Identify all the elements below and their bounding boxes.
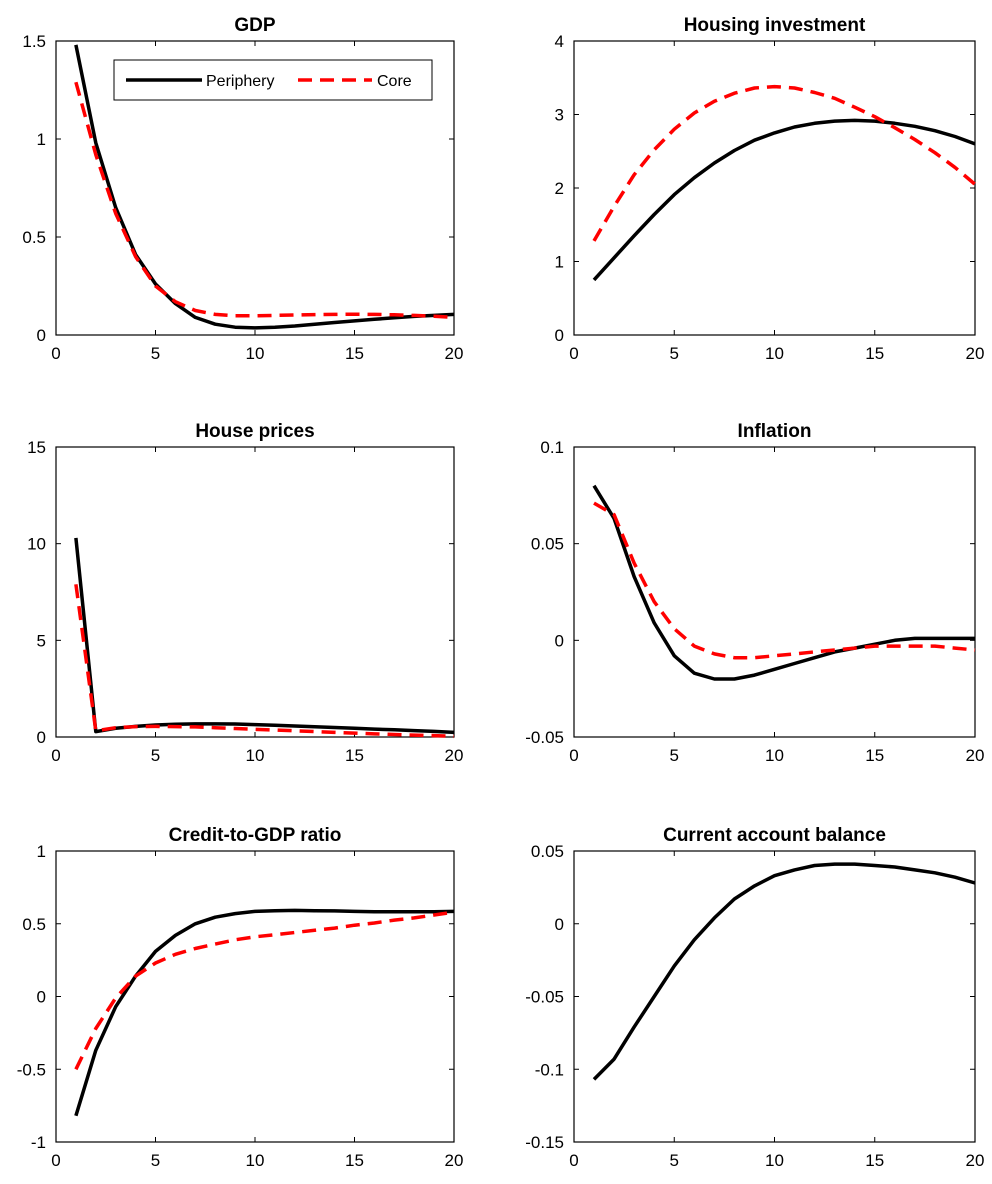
y-tick-label: 0.05 bbox=[531, 842, 564, 861]
y-tick-label: 0 bbox=[555, 915, 564, 934]
legend: Periphery Core bbox=[113, 59, 433, 101]
y-tick-label: 10 bbox=[27, 535, 46, 554]
panel-title: Housing investment bbox=[684, 15, 866, 36]
panel-title: Inflation bbox=[738, 421, 812, 442]
panel-title: GDP bbox=[234, 15, 276, 36]
y-tick-label: -0.05 bbox=[525, 988, 564, 1007]
y-tick-label: 1 bbox=[37, 842, 46, 861]
y-tick-label: 0.05 bbox=[531, 535, 564, 554]
y-tick-label: 0 bbox=[555, 326, 564, 345]
x-tick-label: 20 bbox=[445, 746, 464, 765]
y-tick-label: 15 bbox=[27, 438, 46, 457]
x-tick-label: 20 bbox=[445, 1151, 464, 1170]
x-tick-label: 0 bbox=[51, 746, 60, 765]
x-tick-label: 15 bbox=[345, 344, 364, 363]
legend-label-core: Core bbox=[377, 73, 412, 90]
x-tick-label: 0 bbox=[51, 1151, 60, 1170]
y-tick-label: 0 bbox=[555, 631, 564, 650]
x-tick-label: 20 bbox=[445, 344, 464, 363]
panel-current-account-balance: 0 5 10 15 20 -0.15 -0.1 -0.05 0 0.05 Current accou… bbox=[525, 825, 984, 1170]
x-tick-label: 0 bbox=[569, 1151, 578, 1170]
y-tick-label: -0.1 bbox=[535, 1060, 564, 1079]
y-tick-label: 2 bbox=[555, 179, 564, 198]
y-tick-label: -0.15 bbox=[525, 1133, 564, 1152]
series-line-core bbox=[74, 910, 455, 1071]
panel-house-prices: 0 5 10 15 20 0 5 10 15 House prices bbox=[27, 421, 463, 765]
y-tick-label: 0.1 bbox=[540, 438, 564, 457]
series-line-periphery bbox=[592, 862, 976, 1081]
x-tick-label: 0 bbox=[569, 344, 578, 363]
panel-title: House prices bbox=[195, 421, 314, 442]
series-line-core bbox=[74, 81, 455, 320]
y-tick-label: 0.5 bbox=[22, 228, 46, 247]
x-tick-label: 15 bbox=[345, 746, 364, 765]
panel-inflation: 0 5 10 15 20 -0.05 0 0.05 0.1 Inflation bbox=[525, 421, 984, 765]
x-tick-label: 5 bbox=[151, 1151, 160, 1170]
axes-box bbox=[573, 446, 976, 738]
x-tick-label: 20 bbox=[966, 746, 985, 765]
y-tick-label: 1 bbox=[37, 130, 46, 149]
panel-housing-investment: 0 5 10 15 20 0 1 2 3 4 Housing investment bbox=[555, 15, 985, 363]
x-tick-label: 5 bbox=[670, 1151, 679, 1170]
x-tick-label: 5 bbox=[670, 344, 679, 363]
series-line-periphery bbox=[74, 537, 455, 735]
y-tick-label: 0.5 bbox=[22, 915, 46, 934]
y-tick-label: 1.5 bbox=[22, 32, 46, 51]
x-tick-label: 15 bbox=[865, 344, 884, 363]
y-tick-label: -0.5 bbox=[17, 1060, 46, 1079]
x-tick-label: 5 bbox=[670, 746, 679, 765]
y-tick-label: -0.05 bbox=[525, 728, 564, 747]
x-tick-label: 10 bbox=[765, 746, 784, 765]
series-line-periphery bbox=[592, 484, 975, 681]
x-tick-label: 10 bbox=[765, 344, 784, 363]
x-tick-label: 5 bbox=[151, 746, 160, 765]
series-line-core bbox=[593, 501, 976, 660]
series-line-periphery bbox=[592, 118, 976, 282]
x-tick-label: 20 bbox=[966, 1151, 985, 1170]
y-tick-label: 3 bbox=[555, 106, 564, 125]
legend-label-periphery: Periphery bbox=[206, 73, 274, 90]
y-tick-label: 0 bbox=[37, 988, 46, 1007]
y-tick-label: -1 bbox=[31, 1133, 46, 1152]
axes-box bbox=[55, 446, 455, 738]
panel-credit-to-gdp-ratio: 0 5 10 15 20 -1 -0.5 0 0.5 1 Credit-to-GDP ratio bbox=[17, 825, 464, 1170]
series-line-core bbox=[74, 584, 455, 739]
x-tick-label: 10 bbox=[246, 746, 265, 765]
x-tick-label: 15 bbox=[865, 1151, 884, 1170]
y-tick-label: 5 bbox=[37, 631, 46, 650]
panel-title: Credit-to-GDP ratio bbox=[169, 825, 342, 846]
y-tick-label: 0 bbox=[37, 326, 46, 345]
x-tick-label: 10 bbox=[246, 344, 265, 363]
x-tick-label: 15 bbox=[865, 746, 884, 765]
x-tick-label: 20 bbox=[966, 344, 985, 363]
x-tick-label: 10 bbox=[765, 1151, 784, 1170]
panel-title: Current account balance bbox=[663, 825, 886, 846]
axes-box bbox=[55, 850, 455, 1143]
x-tick-label: 10 bbox=[246, 1151, 265, 1170]
y-tick-label: 1 bbox=[555, 253, 564, 272]
x-tick-label: 5 bbox=[151, 344, 160, 363]
y-tick-label: 0 bbox=[37, 728, 46, 747]
x-tick-label: 0 bbox=[569, 746, 578, 765]
x-tick-label: 15 bbox=[345, 1151, 364, 1170]
x-tick-label: 0 bbox=[51, 344, 60, 363]
series-line-core bbox=[592, 84, 977, 242]
y-tick-label: 4 bbox=[555, 32, 564, 51]
axes-box bbox=[573, 850, 976, 1143]
